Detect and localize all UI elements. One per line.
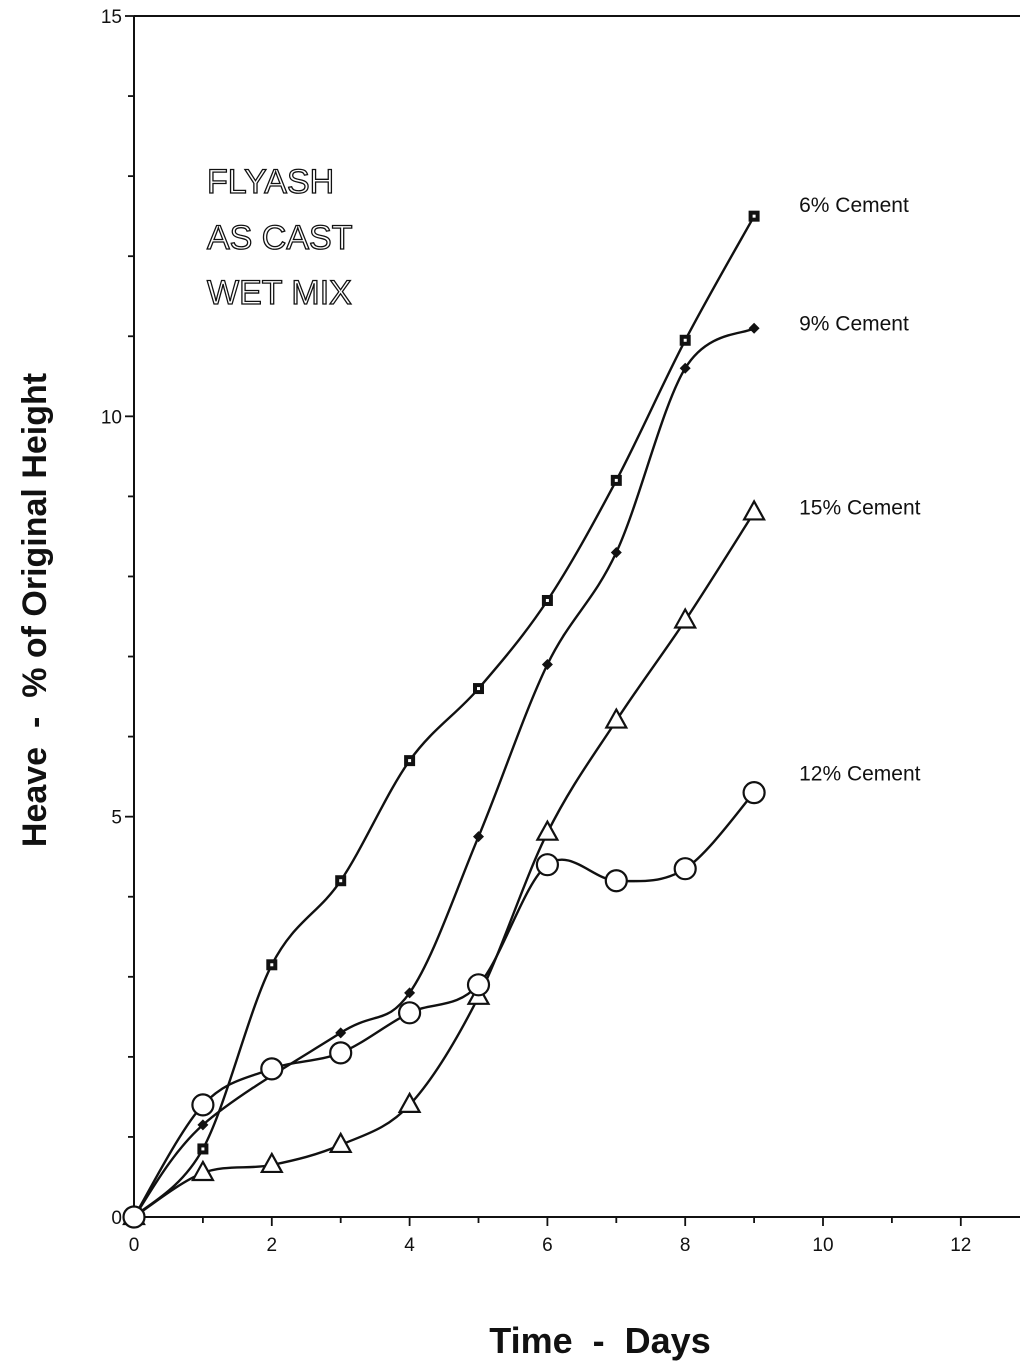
square-marker-dot (614, 478, 618, 482)
triangle-marker (742, 499, 766, 521)
annotation-line-2: AS CAST (207, 219, 352, 257)
annotation-line-3: WET MIX (207, 274, 352, 312)
series-label: 6% Cement (799, 194, 909, 217)
y-tick-label: 0 (111, 1208, 122, 1229)
series-6-cement (128, 210, 760, 1223)
diamond-marker (404, 987, 416, 999)
annotation-box: FLYASH AS CAST WET MIX (206, 162, 353, 312)
triangle-marker (259, 1151, 284, 1174)
diamond-marker (335, 1027, 347, 1039)
series-line (133, 511, 756, 1219)
series-line (132, 791, 755, 1218)
triangle-marker (673, 607, 698, 629)
diamond-marker (473, 831, 484, 843)
series-label: 9% Cement (799, 312, 909, 335)
y-tick-label: 10 (101, 407, 122, 428)
series-label: 12% Cement (799, 763, 921, 786)
x-axis-title: Time - Days (489, 1320, 710, 1361)
triangle-marker (328, 1131, 353, 1154)
circle-marker (466, 973, 491, 997)
x-tick-label: 8 (680, 1235, 691, 1256)
circle-marker (122, 1205, 146, 1229)
y-tick-label: 5 (111, 808, 122, 829)
diamond-marker (541, 659, 553, 671)
diamond-marker (610, 546, 622, 558)
x-tick-label: 2 (267, 1235, 278, 1256)
series-12-cement (122, 781, 766, 1229)
x-tick-label: 0 (129, 1235, 140, 1256)
square-marker-dot (270, 963, 274, 967)
circle-marker (398, 1001, 422, 1025)
triangle-marker (535, 819, 560, 841)
square-marker-dot (545, 598, 549, 602)
circle-marker (604, 869, 628, 893)
x-tick-label: 12 (950, 1235, 971, 1256)
series-layer (122, 210, 766, 1229)
square-marker-dot (752, 214, 756, 218)
series-line (133, 215, 756, 1218)
series-label: 15% Cement (799, 496, 921, 519)
series-15-cement (122, 499, 766, 1226)
square-marker-dot (477, 687, 480, 691)
annotation-line-1: FLYASH (207, 163, 334, 201)
series-line (133, 327, 755, 1218)
triangle-marker (604, 707, 629, 729)
triangle-marker (191, 1159, 215, 1182)
label-layer: 6% Cement 9% Cement 15% Cement 12% Cement (799, 194, 921, 785)
triangle-marker (397, 1091, 422, 1114)
y-axis-title: Heave - % of Original Height (16, 373, 54, 847)
circle-marker (329, 1041, 353, 1065)
square-marker-dot (683, 338, 687, 342)
square-marker-dot (408, 759, 412, 763)
y-tick-label: 15 (101, 7, 122, 28)
circle-marker (673, 857, 697, 881)
circle-marker (191, 1093, 215, 1117)
square-marker-dot (339, 879, 343, 883)
x-tick-label: 10 (812, 1235, 833, 1256)
circle-marker (535, 853, 560, 877)
x-tick-label: 4 (404, 1235, 415, 1256)
axes: 0 5 10 15 0 2 4 6 8 10 12 (101, 7, 1020, 1256)
circle-marker (742, 781, 766, 805)
x-tick-label: 6 (542, 1235, 553, 1256)
diamond-marker (748, 322, 760, 334)
diamond-marker (197, 1119, 209, 1131)
circle-marker (260, 1057, 284, 1081)
diamond-marker (679, 362, 691, 374)
square-marker-dot (201, 1147, 205, 1151)
